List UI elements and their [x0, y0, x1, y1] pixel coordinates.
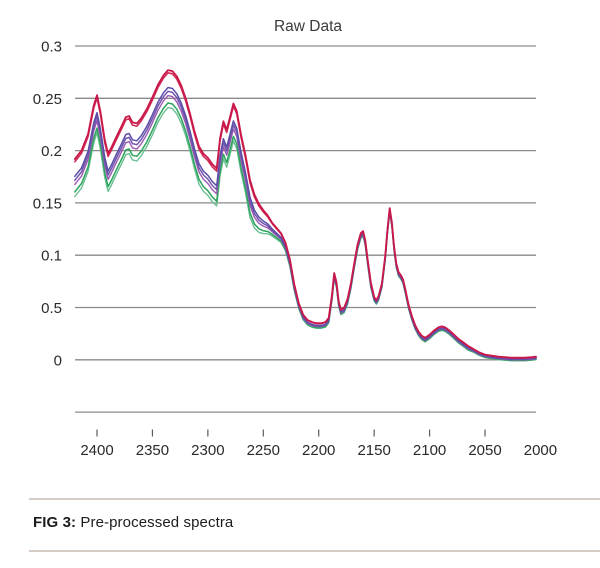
x-tick-label: 2000: [524, 442, 557, 459]
figure-caption: FIG 3: Pre-processed spectra: [33, 514, 233, 531]
spectrum-red-1: [73, 69, 537, 359]
x-tick-label: 2150: [357, 442, 390, 459]
spectra-curves: [73, 69, 537, 362]
x-tick-label: 2100: [413, 442, 446, 459]
spectrum-violet-1: [74, 86, 537, 360]
gridlines: [75, 45, 536, 413]
spectrum-red-2: [74, 72, 537, 359]
y-tick-label: 0.15: [33, 195, 62, 212]
x-axis-ticks: [96, 429, 486, 437]
y-tick-label: 0.3: [41, 39, 62, 56]
caption-rule-top: [29, 498, 600, 500]
y-tick-label: 0.2: [41, 143, 62, 160]
x-tick-label: 2300: [191, 442, 224, 459]
y-axis-labels: 0.3 0.25 0.2 0.15 0.1 0.5 0: [33, 39, 62, 370]
spectra-chart: Raw Data 0.30.250.20.150.10.50 2400 2350 2…: [33, 18, 557, 459]
y-tick-label: 0: [54, 352, 62, 369]
y-tick-label: 0.25: [33, 91, 62, 108]
y-tick-label: 0.5: [41, 300, 62, 317]
x-tick-label: 2400: [80, 442, 113, 459]
x-tick-label: 2350: [136, 442, 169, 459]
x-tick-label: 2200: [302, 442, 335, 459]
x-tick-label: 2250: [247, 442, 280, 459]
chart-title: Raw Data: [274, 18, 342, 35]
y-tick-label: 0.1: [41, 248, 62, 265]
x-axis-labels: 2400 2350 2300 2250 2200 2150 2100 2050 2000: [80, 442, 557, 459]
chart-area: Raw Data 0.3 0.25 0.2 0.15 0.1 0.5 0 2400 2350 2…: [33, 18, 557, 459]
figure-caption-text: Pre-processed spectra: [76, 514, 234, 531]
x-tick-label: 2050: [468, 442, 501, 459]
caption-rule-bottom: [29, 550, 600, 552]
figure-caption-label: FIG 3:: [33, 514, 77, 531]
